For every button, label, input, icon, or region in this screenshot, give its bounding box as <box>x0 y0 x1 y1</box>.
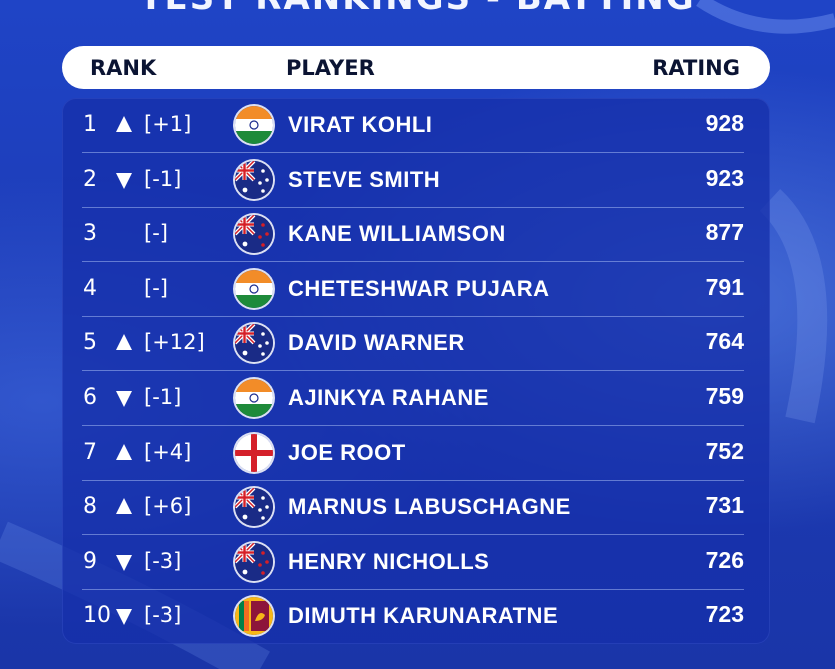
table-row: 9 [-3] HENRY NICHOLLS 726 <box>82 535 744 590</box>
rank-number: 6 <box>83 385 97 410</box>
rank-change: [-] <box>144 221 168 246</box>
table-row: 8 [+6] MARNUS LABUSCHAGNE 731 <box>82 480 744 536</box>
player-rating: 923 <box>705 164 744 191</box>
rank-change: [+6] <box>144 494 192 519</box>
rank-number: 3 <box>83 221 97 247</box>
rank-change: [-3] <box>144 548 182 573</box>
australia-flag-icon <box>235 324 273 363</box>
rank-number: 4 <box>83 275 97 301</box>
table-row: 2 [-1] STEVE SMITH 923 <box>82 153 744 208</box>
rank-change: [-] <box>144 275 168 300</box>
rank-number: 5 <box>83 330 97 356</box>
rank-change: [+4] <box>144 439 192 464</box>
arrow-up-icon <box>116 334 132 351</box>
table-row: 1 [+1] VIRAT KOHLI 928 <box>82 98 744 153</box>
rank-number: 10 <box>83 603 111 629</box>
india-flag-icon <box>235 269 273 308</box>
sri-lanka-flag-icon <box>235 597 273 636</box>
player-rating: 759 <box>705 383 744 409</box>
table-header: RANK PLAYER RATING <box>62 46 770 89</box>
rank-number: 9 <box>83 548 97 574</box>
rating-column-header: RATING <box>652 56 740 80</box>
rankings-table: 1 [+1] VIRAT KOHLI 928 2 [-1] STEVE SMITH 923… <box>62 98 770 644</box>
table-row: 10 [-3] DIMUTH KARUNARATNE 723 <box>82 589 744 643</box>
player-name: DIMUTH KARUNARATNE <box>288 603 559 629</box>
player-name: CHETESHWAR PUJARA <box>288 275 550 301</box>
player-rating: 764 <box>705 328 744 355</box>
table-row: 6 [-1] AJINKYA RAHANE 759 <box>82 371 744 426</box>
table-row: 4 [-] CHETESHWAR PUJARA 791 <box>82 262 744 317</box>
player-name: STEVE SMITH <box>288 166 441 192</box>
arrow-down-icon <box>116 554 132 571</box>
player-rating: 752 <box>705 437 744 464</box>
arrow-down-icon <box>116 391 132 407</box>
player-name: JOE ROOT <box>288 439 406 465</box>
rank-change: [-3] <box>144 603 182 628</box>
rank-number: 1 <box>83 112 97 137</box>
player-rating: 791 <box>705 273 744 300</box>
player-name: AJINKYA RAHANE <box>288 385 489 410</box>
table-row: 5 [+12] DAVID WARNER 764 <box>82 316 744 372</box>
rank-number: 8 <box>83 494 97 520</box>
player-rating: 928 <box>705 110 744 136</box>
rank-number: 7 <box>83 439 97 465</box>
australia-flag-icon <box>235 160 273 199</box>
arrow-up-icon <box>116 443 132 460</box>
table-row: 3 [-] KANE WILLIAMSON 877 <box>82 207 744 263</box>
player-rating: 726 <box>705 546 744 573</box>
new-zealand-flag-icon <box>235 542 273 581</box>
table-row: 7 [+4] JOE ROOT 752 <box>82 426 744 481</box>
new-zealand-flag-icon <box>235 215 273 254</box>
player-name: HENRY NICHOLLS <box>288 548 490 574</box>
rank-change: [-1] <box>144 385 182 409</box>
arrow-up-icon <box>116 498 132 515</box>
arrow-down-icon <box>116 172 132 189</box>
player-name: KANE WILLIAMSON <box>288 221 506 247</box>
rank-change: [+12] <box>144 330 205 355</box>
rank-change: [-1] <box>144 166 182 191</box>
australia-flag-icon <box>235 488 273 527</box>
england-flag-icon <box>235 433 273 472</box>
page-title: TEST RANKINGS - BATTING <box>0 0 835 18</box>
player-rating: 723 <box>705 601 744 628</box>
player-rating: 877 <box>705 219 744 246</box>
rank-column-header: RANK <box>90 56 157 80</box>
player-rating: 731 <box>705 492 744 519</box>
rank-change: [+1] <box>144 112 192 136</box>
rank-number: 2 <box>83 166 97 192</box>
player-column-header: PLAYER <box>286 56 375 80</box>
player-name: DAVID WARNER <box>288 330 465 356</box>
player-name: MARNUS LABUSCHAGNE <box>288 494 571 520</box>
player-name: VIRAT KOHLI <box>288 112 433 137</box>
arrow-up-icon <box>116 116 132 132</box>
arrow-down-icon <box>116 609 132 626</box>
india-flag-icon <box>235 379 273 417</box>
india-flag-icon <box>235 106 273 144</box>
